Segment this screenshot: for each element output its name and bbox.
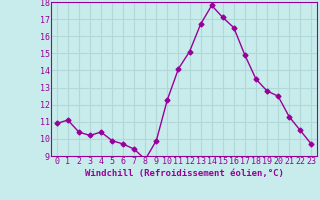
X-axis label: Windchill (Refroidissement éolien,°C): Windchill (Refroidissement éolien,°C) [84, 169, 284, 178]
